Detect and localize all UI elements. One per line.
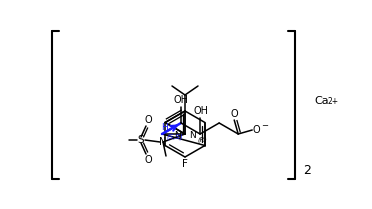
Text: 2+: 2+ [327, 97, 338, 106]
Text: OH: OH [174, 95, 189, 105]
Text: −: − [261, 121, 268, 130]
Text: (R): (R) [197, 137, 207, 143]
Text: O: O [252, 125, 260, 135]
Text: Ca: Ca [314, 96, 328, 106]
Text: H: H [161, 122, 167, 131]
Text: OH: OH [193, 106, 209, 116]
Text: N: N [159, 137, 167, 147]
Text: F: F [182, 159, 188, 169]
Text: S: S [138, 135, 144, 145]
Text: N: N [174, 130, 181, 139]
Text: 2: 2 [303, 164, 311, 177]
Text: N: N [189, 130, 196, 139]
Text: (S,S): (S,S) [167, 134, 183, 140]
Text: O: O [144, 155, 152, 165]
Text: O: O [144, 115, 152, 125]
Text: O: O [230, 109, 238, 119]
